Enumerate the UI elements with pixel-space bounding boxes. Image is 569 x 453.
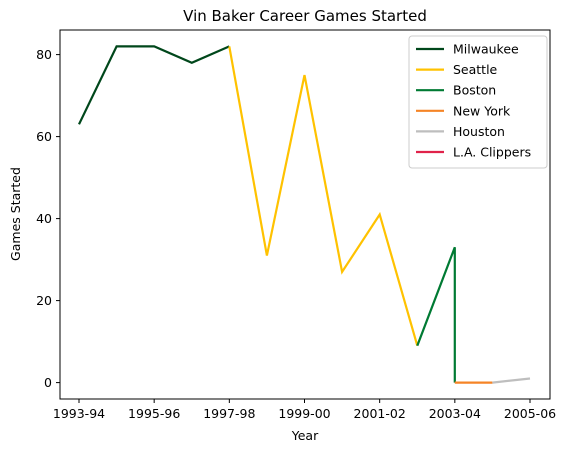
- y-axis-ticks: 0 20 40 60 80: [36, 47, 60, 390]
- y-tick-label: 20: [36, 293, 52, 308]
- x-tick-label: 2005-06: [504, 406, 556, 421]
- series-line-2: [416, 246, 456, 383]
- y-tick-label: 60: [36, 129, 52, 144]
- x-tick-label: 1997-98: [203, 406, 255, 421]
- legend-label-1: Seattle: [453, 62, 498, 77]
- series-layer: [78, 45, 531, 384]
- x-axis-ticks: 1993-94 1995-96 1997-98 1999-00 2001-02 2003-…: [53, 399, 556, 421]
- x-tick-label: 1995-96: [128, 406, 180, 421]
- legend: Milwaukee Seattle Boston New York Houston L.A…: [408, 35, 548, 169]
- x-axis-label: Year: [291, 428, 319, 443]
- y-tick-label: 40: [36, 211, 52, 226]
- legend-items: Milwaukee Seattle Boston New York Houston L.A…: [416, 42, 531, 160]
- legend-label-2: Boston: [453, 83, 496, 98]
- x-tick-label: 2001-02: [354, 406, 406, 421]
- series-line-0: [78, 45, 230, 125]
- y-tick-label: 0: [44, 375, 52, 390]
- x-tick-label: 1999-00: [278, 406, 330, 421]
- series-line-4: [492, 377, 531, 384]
- series-line-1: [228, 46, 419, 347]
- y-axis-label: Games Started: [8, 167, 23, 261]
- x-tick-label: 1993-94: [53, 406, 105, 421]
- legend-label-5: L.A. Clippers: [453, 145, 531, 160]
- legend-label-4: Houston: [453, 124, 505, 139]
- chart-title: Vin Baker Career Games Started: [183, 7, 427, 25]
- legend-label-0: Milwaukee: [453, 42, 519, 57]
- legend-label-3: New York: [453, 103, 511, 118]
- x-tick-label: 2003-04: [429, 406, 481, 421]
- y-tick-label: 80: [36, 47, 52, 62]
